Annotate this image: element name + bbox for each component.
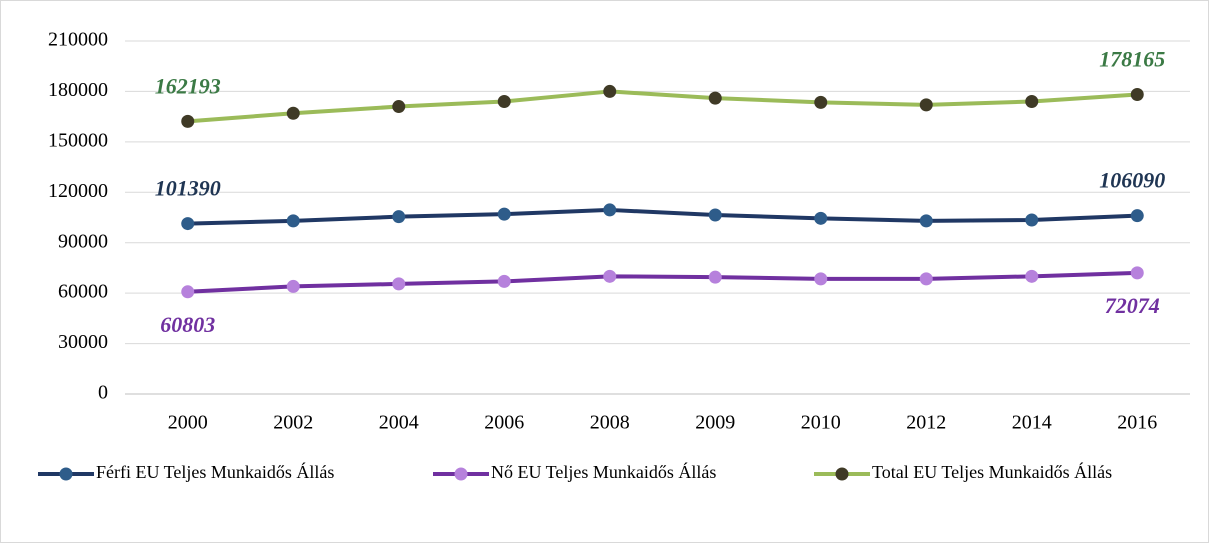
x-tick-label: 2006 bbox=[484, 412, 524, 434]
legend-label: Férfi EU Teljes Munkaidős Állás bbox=[96, 461, 334, 482]
data-point bbox=[1130, 209, 1144, 223]
series-line bbox=[187, 207, 1138, 226]
y-tick-label: 0 bbox=[98, 382, 108, 404]
data-point bbox=[181, 285, 195, 299]
data-point bbox=[708, 270, 722, 284]
data-point bbox=[1130, 88, 1144, 102]
data-label: 162193 bbox=[155, 73, 221, 98]
data-point bbox=[181, 217, 195, 231]
data-point bbox=[286, 214, 300, 228]
data-point bbox=[286, 106, 300, 120]
x-tick-label: 2014 bbox=[1012, 412, 1052, 434]
x-tick-label: 2008 bbox=[590, 412, 630, 434]
data-label: 101390 bbox=[155, 176, 221, 201]
data-point bbox=[603, 203, 617, 217]
y-tick-label: 60000 bbox=[58, 281, 108, 303]
data-point bbox=[1025, 213, 1039, 227]
x-tick-label: 2002 bbox=[273, 412, 313, 434]
legend-label: Total EU Teljes Munkaidős Állás bbox=[872, 461, 1112, 482]
data-point bbox=[919, 98, 933, 112]
data-label: 178165 bbox=[1099, 47, 1165, 72]
legend-marker bbox=[454, 467, 468, 481]
data-point bbox=[708, 208, 722, 222]
x-tick-label: 2010 bbox=[801, 412, 841, 434]
x-tick-label: 2000 bbox=[168, 412, 208, 434]
data-point bbox=[603, 84, 617, 98]
data-point bbox=[1025, 95, 1039, 109]
data-label: 106090 bbox=[1099, 168, 1165, 193]
y-tick-label: 180000 bbox=[48, 79, 108, 101]
data-point bbox=[1130, 266, 1144, 280]
x-tick-label: 2016 bbox=[1117, 412, 1157, 434]
data-point bbox=[286, 279, 300, 293]
y-tick-label: 30000 bbox=[58, 331, 108, 353]
y-tick-label: 150000 bbox=[48, 129, 108, 151]
data-point bbox=[392, 277, 406, 291]
data-point bbox=[497, 95, 511, 109]
data-label: 72074 bbox=[1105, 293, 1160, 318]
data-point bbox=[919, 214, 933, 228]
y-tick-label: 120000 bbox=[48, 180, 108, 202]
x-tick-label: 2009 bbox=[695, 412, 735, 434]
data-point bbox=[181, 114, 195, 128]
data-point bbox=[392, 100, 406, 114]
y-tick-label: 90000 bbox=[58, 230, 108, 252]
legend-marker bbox=[59, 467, 73, 481]
data-point bbox=[919, 272, 933, 286]
data-point bbox=[814, 95, 828, 109]
x-tick-label: 2004 bbox=[379, 412, 419, 434]
data-point bbox=[392, 210, 406, 224]
x-tick-label: 2012 bbox=[906, 412, 946, 434]
series-line bbox=[187, 89, 1138, 124]
data-point bbox=[603, 269, 617, 283]
data-point bbox=[814, 272, 828, 286]
legend-marker bbox=[835, 467, 849, 481]
data-point bbox=[708, 91, 722, 105]
data-point bbox=[497, 274, 511, 288]
series-line bbox=[187, 270, 1138, 294]
data-label: 60803 bbox=[160, 312, 215, 337]
data-point bbox=[497, 207, 511, 221]
data-point bbox=[814, 211, 828, 225]
data-point bbox=[1025, 269, 1039, 283]
y-tick-label: 210000 bbox=[48, 29, 108, 51]
legend-label: Nő EU Teljes Munkaidős Állás bbox=[491, 461, 716, 482]
